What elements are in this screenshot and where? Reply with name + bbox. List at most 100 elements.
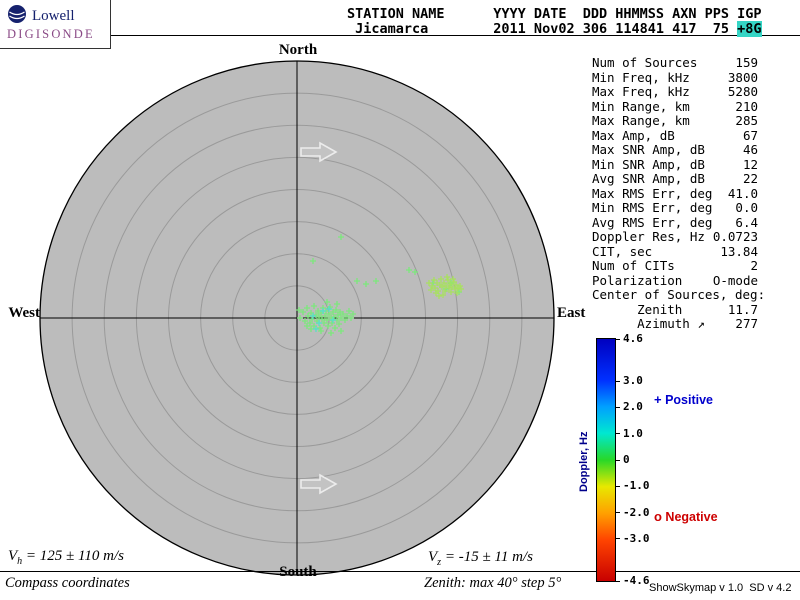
- stat-label: Min Range, km: [592, 98, 690, 114]
- legend-negative-label: Negative: [661, 510, 718, 524]
- source-point: [340, 311, 346, 317]
- header-column-titles: STATION NAME YYYY DATE DDD HHMMSS AXN PP…: [347, 6, 762, 22]
- source-point: [304, 323, 310, 329]
- east-arrow-icon-bottom: [300, 473, 338, 495]
- source-point: [436, 293, 442, 299]
- vertical-velocity-readout: Vz = -15 ± 11 m/s: [428, 549, 533, 568]
- source-point: [333, 307, 339, 313]
- source-point: [440, 292, 446, 298]
- source-point: [324, 299, 330, 305]
- source-point: [296, 307, 302, 313]
- source-point: [363, 281, 369, 287]
- stat-label: Azimuth ↗: [592, 316, 705, 331]
- horizontal-velocity-readout: Vh = 125 ± 110 m/s: [8, 548, 124, 567]
- stat-label: Doppler Res, Hz: [592, 229, 705, 244]
- source-point: [344, 313, 350, 319]
- plus-marker-icon: +: [654, 392, 662, 407]
- source-points-layer: [296, 234, 464, 336]
- colorbar-tick-mark: [616, 538, 620, 540]
- vh-symbol: V: [8, 548, 18, 564]
- stat-value: 159: [735, 55, 758, 70]
- east-arrow-icon-top: [300, 141, 338, 163]
- stat-label: Min Freq, kHz: [592, 69, 690, 85]
- source-point: [320, 308, 326, 314]
- stat-row: Avg RMS Err, deg 6.4: [592, 215, 758, 231]
- colorbar-tick-mark: [616, 406, 620, 408]
- stat-value: 22: [742, 171, 758, 186]
- source-point: [458, 286, 464, 292]
- source-point: [442, 288, 448, 294]
- stat-row: Azimuth ↗ 277: [592, 316, 758, 332]
- stat-row: Min RMS Err, deg 0.0: [592, 200, 758, 216]
- stat-row: Max Range, km 285: [592, 113, 758, 129]
- vz-symbol: V: [428, 549, 438, 565]
- source-point: [311, 303, 317, 309]
- doppler-colorbar: 4.6 3.0 2.0 1.0 0 -1.0 -2.0 -3.0 -4.6: [596, 332, 650, 587]
- source-point: [310, 258, 316, 264]
- source-point: [454, 290, 460, 296]
- stat-row: Polarization O-mode: [592, 272, 758, 289]
- vh-subscript: h: [17, 556, 23, 567]
- source-point: [350, 311, 356, 317]
- source-point: [428, 287, 434, 293]
- stat-row: Max RMS Err, deg 41.0: [592, 185, 758, 202]
- colorbar-tick-label: 1.0: [623, 426, 643, 440]
- source-point: [338, 315, 344, 321]
- stat-value: 0.0723: [712, 229, 758, 244]
- colorbar-tick-mark: [616, 459, 620, 461]
- colorbar-tick-label: 2.0: [623, 400, 643, 414]
- colorbar-tick-label: 0: [623, 453, 630, 466]
- source-point: [328, 330, 334, 336]
- stat-value: 13.84: [720, 243, 758, 259]
- source-point: [324, 317, 330, 323]
- digisonde-globe-icon: [7, 4, 27, 28]
- stat-label: Min RMS Err, deg: [592, 200, 713, 215]
- source-point: [373, 278, 379, 284]
- logo-lowell-text: Lowell: [32, 7, 75, 24]
- stat-value: 285: [735, 113, 758, 128]
- source-point: [426, 280, 432, 286]
- source-point: [444, 274, 450, 280]
- vh-value: = 125 ± 110 m/s: [22, 548, 125, 564]
- source-point: [433, 290, 439, 296]
- logo-digisonde-text: DIGISONDE: [7, 27, 95, 41]
- source-point: [346, 308, 352, 314]
- colorbar-tick-mark: [616, 338, 620, 340]
- stat-label: Polarization: [592, 272, 683, 288]
- software-version-label: ShowSkymap v 1.0 SD v 4.2: [649, 582, 792, 594]
- stat-label: Num of Sources: [592, 55, 698, 70]
- station-datetime-values: Jicamarca 2011 Nov02 306 114841 417 75: [347, 21, 738, 37]
- source-point: [309, 316, 315, 322]
- colorbar-tick-label: -3.0: [623, 531, 650, 545]
- circle-marker-icon: o: [654, 509, 662, 524]
- stat-row: Avg SNR Amp, dB 22: [592, 171, 758, 187]
- source-point: [438, 276, 444, 282]
- stat-row: Num of CITs 2: [592, 258, 758, 274]
- zenith-range-label: Zenith: max 40° step 5°: [424, 575, 562, 591]
- colorbar-gradient: [596, 338, 616, 582]
- source-point: [439, 284, 445, 290]
- source-point: [334, 301, 340, 307]
- colorbar-tick-mark: [616, 580, 620, 582]
- stat-label: Max SNR Amp, dB: [592, 142, 705, 157]
- source-point: [448, 289, 454, 295]
- header-divider: [110, 35, 800, 36]
- source-point: [329, 320, 335, 326]
- source-point: [338, 328, 344, 334]
- source-point: [342, 317, 348, 323]
- source-point: [302, 318, 308, 324]
- source-point: [445, 277, 451, 283]
- colorbar-tick-mark: [616, 433, 620, 435]
- stat-row: Max SNR Amp, dB 46: [592, 142, 758, 158]
- stat-row: Max Freq, kHz 5280: [592, 84, 758, 100]
- vz-value: = -15 ± 11 m/s: [441, 549, 533, 565]
- legend-negative: o Negative: [654, 509, 718, 524]
- source-point: [332, 325, 338, 331]
- stat-value: 67: [742, 127, 758, 143]
- colorbar-tick-label: -4.6: [623, 574, 650, 587]
- stat-value: 41.0: [727, 185, 758, 201]
- source-point: [336, 321, 342, 327]
- colorbar-tick-mark: [616, 380, 620, 382]
- coordinate-system-label: Compass coordinates: [5, 575, 130, 591]
- stat-row: CIT, sec 13.84: [592, 243, 758, 260]
